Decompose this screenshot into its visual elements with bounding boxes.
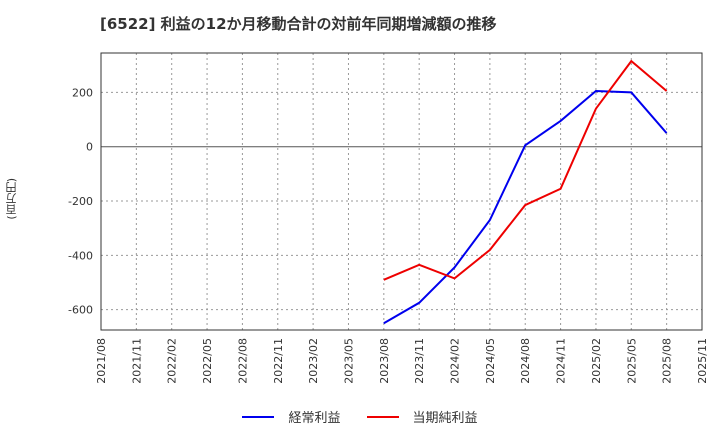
x-axis-ticks: 2021/08 2021/11 2022/02 2022/05 2022/08 2022/… [95, 338, 709, 384]
legend-swatch-red [366, 415, 399, 418]
x-tick-label: 2023/11 [413, 338, 426, 384]
x-tick-label: 2024/05 [484, 338, 497, 384]
plot-frame [100, 52, 703, 331]
x-tick-label: 2022/08 [236, 338, 249, 384]
x-tick-label: 2024/02 [449, 338, 462, 384]
x-tick-label: 2024/11 [555, 338, 568, 384]
x-tick-label: 2022/11 [272, 338, 285, 384]
x-tick-label: 2021/11 [130, 338, 143, 384]
x-tick-label: 2025/05 [625, 338, 638, 384]
y-tick-label: 0 [86, 141, 93, 154]
y-tick-label: 200 [72, 86, 93, 99]
y-axis-ticks: 200 0 -200 -400 -600 [68, 86, 93, 316]
x-tick-label: 2023/05 [342, 338, 355, 384]
y-tick-label: -600 [68, 304, 93, 317]
legend-label: 経常利益 [288, 411, 341, 426]
x-tick-label: 2025/11 [696, 338, 709, 384]
x-tick-label: 2025/08 [661, 338, 674, 384]
x-tick-label: 2022/02 [166, 338, 179, 384]
series-line [383, 59, 668, 281]
series-line [383, 89, 668, 325]
x-tick-label: 2021/08 [95, 338, 108, 384]
legend-item-net-profit: 当期純利益 [366, 407, 478, 426]
x-tick-label: 2024/08 [519, 338, 532, 384]
legend-item-ordinary-profit: 経常利益 [242, 407, 341, 426]
y-tick-label: -400 [68, 249, 93, 262]
x-tick-label: 2023/08 [378, 338, 391, 384]
grid-lines [101, 53, 702, 330]
data-series [383, 59, 668, 325]
legend: 経常利益 当期純利益 [0, 407, 720, 426]
x-tick-label: 2022/05 [201, 338, 214, 384]
y-tick-label: -200 [68, 195, 93, 208]
legend-label: 当期純利益 [412, 411, 478, 426]
legend-swatch-blue [242, 415, 275, 418]
x-tick-label: 2023/02 [307, 338, 320, 384]
chart-title: [6522] 利益の12か月移動合計の対前年同期増減額の推移 [100, 15, 497, 33]
x-tick-label: 2025/02 [590, 338, 603, 384]
